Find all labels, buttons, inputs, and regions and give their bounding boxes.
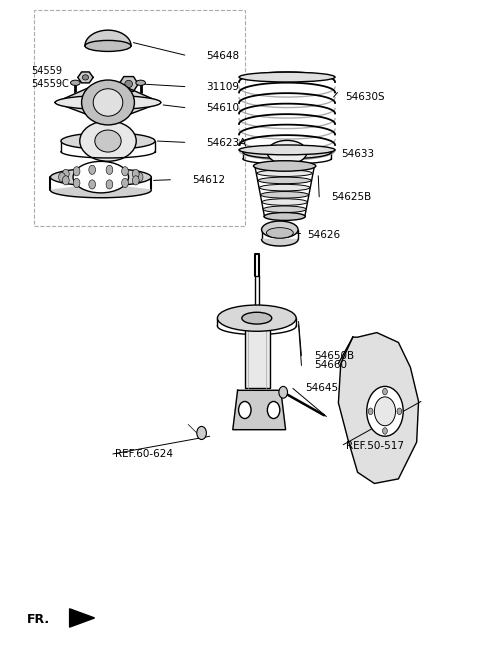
Ellipse shape [264, 213, 305, 220]
Ellipse shape [258, 177, 311, 184]
Ellipse shape [83, 75, 88, 80]
Circle shape [132, 176, 139, 185]
Ellipse shape [267, 140, 307, 164]
Polygon shape [85, 30, 131, 46]
Ellipse shape [239, 72, 335, 82]
Ellipse shape [125, 80, 132, 88]
Bar [34, 10, 245, 226]
Ellipse shape [256, 163, 313, 169]
Text: 54630S: 54630S [346, 92, 385, 102]
Circle shape [279, 386, 288, 398]
Text: 54623A: 54623A [206, 138, 247, 148]
Ellipse shape [261, 192, 309, 198]
Circle shape [59, 173, 65, 182]
Text: 31109: 31109 [206, 81, 240, 92]
Ellipse shape [50, 168, 151, 186]
Ellipse shape [73, 161, 129, 193]
Text: REF.60-624: REF.60-624 [115, 449, 173, 459]
Polygon shape [119, 77, 138, 91]
Text: 54660: 54660 [314, 360, 348, 371]
Circle shape [136, 173, 143, 182]
Ellipse shape [266, 228, 293, 238]
Polygon shape [70, 609, 95, 627]
Polygon shape [78, 72, 93, 83]
Ellipse shape [253, 161, 316, 171]
Bar [245, 327, 270, 388]
Ellipse shape [262, 221, 298, 238]
Circle shape [368, 408, 373, 415]
Text: 54626: 54626 [307, 230, 340, 240]
Ellipse shape [259, 184, 310, 191]
Text: REF.50-517: REF.50-517 [346, 441, 404, 451]
Circle shape [197, 426, 206, 440]
Circle shape [73, 167, 80, 176]
Text: 54645: 54645 [305, 383, 338, 394]
Ellipse shape [85, 41, 131, 51]
Text: 54648: 54648 [206, 51, 240, 61]
Ellipse shape [55, 96, 161, 110]
Ellipse shape [243, 146, 331, 159]
Circle shape [121, 167, 128, 176]
Circle shape [106, 165, 113, 174]
Circle shape [132, 169, 139, 178]
Ellipse shape [217, 305, 296, 331]
Polygon shape [262, 239, 298, 246]
Ellipse shape [242, 312, 272, 324]
Text: 54610: 54610 [206, 102, 240, 113]
Text: 54625B: 54625B [331, 192, 372, 202]
Circle shape [62, 169, 69, 178]
Circle shape [89, 180, 96, 189]
Circle shape [267, 401, 280, 419]
Circle shape [397, 408, 402, 415]
Circle shape [374, 397, 396, 426]
Text: 54650B: 54650B [314, 350, 355, 361]
Circle shape [106, 180, 113, 189]
Text: 54559
54559C: 54559 54559C [31, 66, 69, 89]
Ellipse shape [95, 130, 121, 152]
Text: 54612: 54612 [192, 174, 225, 185]
Circle shape [121, 178, 128, 188]
Polygon shape [338, 333, 419, 483]
Ellipse shape [61, 133, 155, 150]
Text: 54633: 54633 [341, 148, 374, 159]
Ellipse shape [136, 80, 145, 85]
Ellipse shape [82, 80, 134, 125]
Circle shape [89, 165, 96, 174]
Text: FR.: FR. [26, 613, 49, 626]
Circle shape [62, 176, 69, 185]
Ellipse shape [93, 89, 123, 116]
Ellipse shape [80, 121, 136, 161]
Ellipse shape [71, 80, 80, 85]
Ellipse shape [239, 145, 335, 155]
Polygon shape [50, 177, 151, 197]
Ellipse shape [264, 213, 305, 220]
Polygon shape [55, 85, 161, 117]
Ellipse shape [257, 170, 312, 176]
Circle shape [383, 388, 387, 395]
Ellipse shape [262, 199, 307, 205]
Polygon shape [233, 390, 286, 430]
Circle shape [73, 178, 80, 188]
Circle shape [383, 428, 387, 434]
Ellipse shape [263, 206, 306, 213]
Circle shape [239, 401, 251, 419]
Circle shape [367, 386, 403, 436]
